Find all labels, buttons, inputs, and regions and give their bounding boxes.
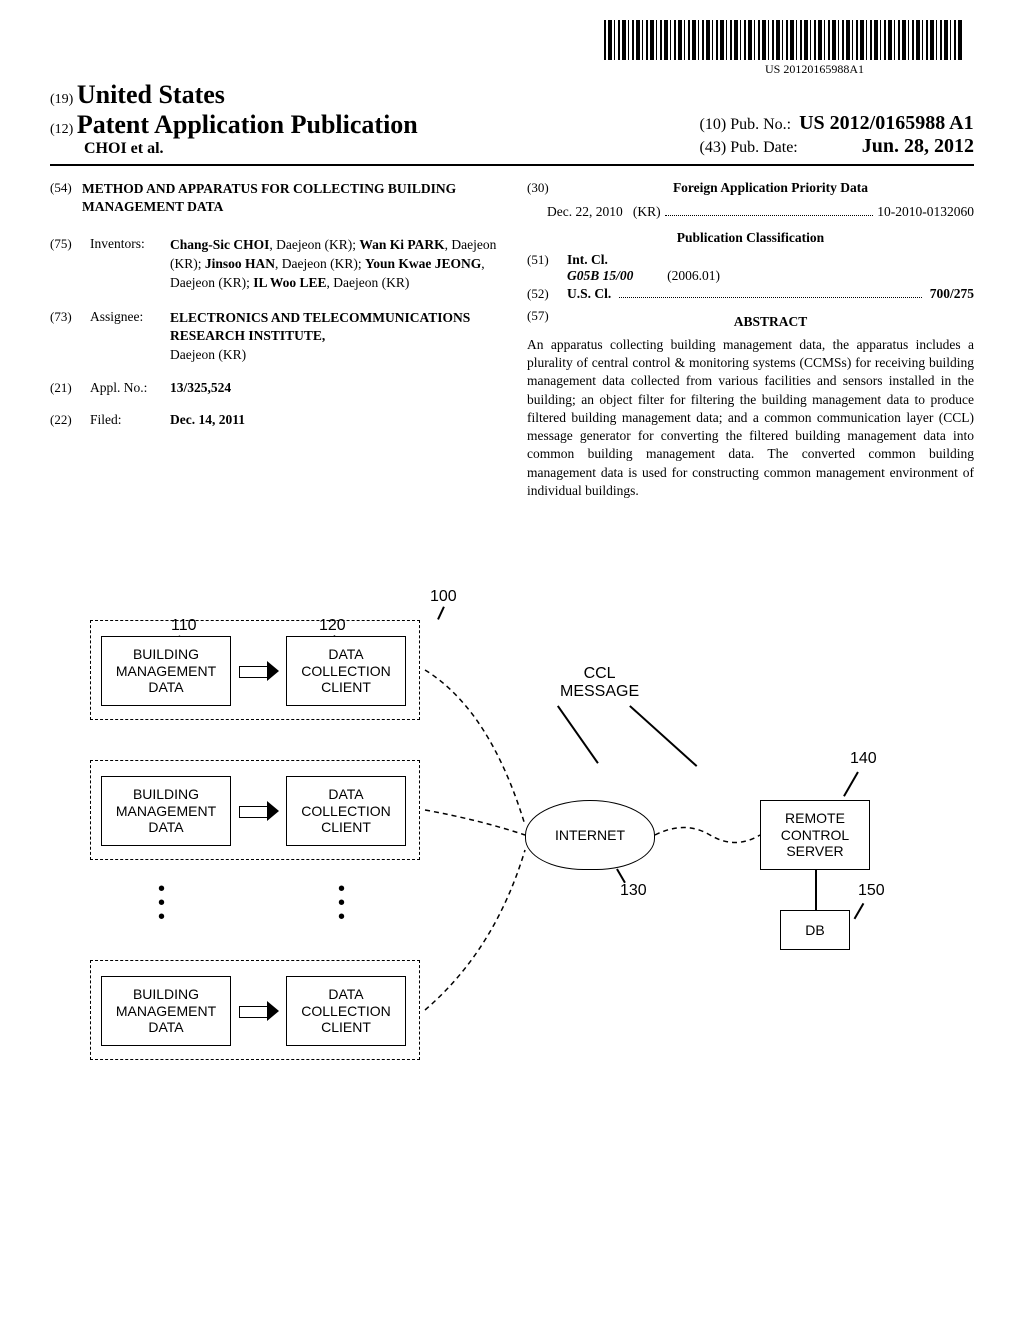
priority-date: Dec. 22, 2010 xyxy=(547,204,623,220)
divider xyxy=(50,164,974,166)
pub-code: (12) xyxy=(50,122,73,137)
building-group-n: BUILDING MANAGEMENT DATA DATA COLLECTION… xyxy=(90,960,420,1060)
inventors-list: Chang-Sic CHOI, Daejeon (KR); Wan Ki PAR… xyxy=(170,236,497,293)
assignee-code: (73) xyxy=(50,309,90,364)
priority-title: Foreign Application Priority Data xyxy=(567,180,974,196)
vertical-ellipsis: ••• xyxy=(158,882,165,924)
pubno-code: (10) xyxy=(700,116,727,133)
right-column: (30) Foreign Application Priority Data D… xyxy=(527,180,974,500)
arrow-icon xyxy=(239,803,279,819)
priority-number: 10-2010-0132060 xyxy=(877,204,974,220)
invention-title: METHOD AND APPARATUS FOR COLLECTING BUIL… xyxy=(82,180,497,216)
bmd-box: BUILDING MANAGEMENT DATA xyxy=(101,976,231,1046)
ref-120: 120 xyxy=(319,617,346,635)
arrow-icon xyxy=(239,663,279,679)
vertical-ellipsis: ••• xyxy=(338,882,345,924)
intcl-class: G05B 15/00 xyxy=(567,268,633,283)
priority-code: (30) xyxy=(527,180,567,196)
figure-diagram: 100 110 120 BUILDING MANAGEMENT DATA DAT… xyxy=(90,610,890,1090)
bmd-box: BUILDING MANAGEMENT DATA xyxy=(101,776,231,846)
ref-150: 150 xyxy=(858,882,885,900)
arrow-icon xyxy=(239,1003,279,1019)
dcc-box: DATA COLLECTION CLIENT xyxy=(286,776,406,846)
building-group-2: BUILDING MANAGEMENT DATA DATA COLLECTION… xyxy=(90,760,420,860)
leader-line xyxy=(843,772,858,797)
internet-label: INTERNET xyxy=(555,827,625,843)
uscl-value: 700/275 xyxy=(930,286,974,302)
applno-code: (21) xyxy=(50,380,90,396)
bibliographic-columns: (54) METHOD AND APPARATUS FOR COLLECTING… xyxy=(50,180,974,500)
dotted-leader xyxy=(619,286,923,298)
leader-line xyxy=(854,903,864,919)
country: United States xyxy=(77,80,225,109)
pub-type: Patent Application Publication xyxy=(77,110,418,139)
db-box: DB xyxy=(780,910,850,950)
country-code: (19) xyxy=(50,92,73,107)
pubdate-label: Pub. Date: xyxy=(730,139,798,156)
filed-value: Dec. 14, 2011 xyxy=(170,412,497,428)
uscl-code: (52) xyxy=(527,286,567,302)
applno-label: Appl. No.: xyxy=(90,380,170,396)
leader-line xyxy=(437,606,444,619)
author-line: CHOI et al. xyxy=(84,140,418,158)
barcode-text: US 20120165988A1 xyxy=(765,62,864,77)
internet-cloud: INTERNET xyxy=(525,800,655,870)
remote-server-box: REMOTE CONTROL SERVER xyxy=(760,800,870,870)
filed-label: Filed: xyxy=(90,412,170,428)
inventors-code: (75) xyxy=(50,236,90,293)
abstract-title: ABSTRACT xyxy=(567,314,974,330)
internet-to-remote-line xyxy=(655,800,765,870)
classification-title: Publication Classification xyxy=(527,230,974,246)
assignee-name: ELECTRONICS AND TELECOMMUNICATIONS RESEA… xyxy=(170,310,470,343)
bmd-box: BUILDING MANAGEMENT DATA xyxy=(101,636,231,706)
ref-110: 110 xyxy=(171,617,197,635)
pubno-label: Pub. No.: xyxy=(730,116,791,133)
building-group-1: 110 120 BUILDING MANAGEMENT DATA DATA CO… xyxy=(90,620,420,720)
priority-country: (KR) xyxy=(633,204,661,220)
pubno: US 2012/0165988 A1 xyxy=(799,112,973,134)
ref-100: 100 xyxy=(430,588,457,606)
intcl-code: (51) xyxy=(527,252,567,284)
abstract-code: (57) xyxy=(527,308,567,336)
leader-line xyxy=(629,705,697,766)
inventors-label: Inventors: xyxy=(90,236,170,293)
assignee-location: Daejeon (KR) xyxy=(170,347,246,362)
assignee-value: ELECTRONICS AND TELECOMMUNICATIONS RESEA… xyxy=(170,309,497,364)
filed-code: (22) xyxy=(50,412,90,428)
ccl-label: CCL MESSAGE xyxy=(560,665,639,701)
assignee-label: Assignee: xyxy=(90,309,170,364)
ref-130: 130 xyxy=(620,882,647,900)
header: (19) United States (12) Patent Applicati… xyxy=(50,80,974,158)
pubdate-code: (43) xyxy=(700,139,727,156)
left-column: (54) METHOD AND APPARATUS FOR COLLECTING… xyxy=(50,180,497,500)
pubdate: Jun. 28, 2012 xyxy=(862,135,974,157)
dotted-leader xyxy=(665,204,874,216)
dcc-box: DATA COLLECTION CLIENT xyxy=(286,976,406,1046)
ref-140: 140 xyxy=(850,750,877,768)
connector-line xyxy=(815,870,817,910)
barcode xyxy=(604,20,964,60)
abstract-text: An apparatus collecting building managem… xyxy=(527,336,974,500)
intcl-label: Int. Cl. xyxy=(567,252,608,267)
uscl-label: U.S. Cl. xyxy=(567,286,611,302)
intcl-year: (2006.01) xyxy=(667,268,720,283)
dcc-box: DATA COLLECTION CLIENT xyxy=(286,636,406,706)
title-code: (54) xyxy=(50,180,82,216)
applno-value: 13/325,524 xyxy=(170,380,497,396)
